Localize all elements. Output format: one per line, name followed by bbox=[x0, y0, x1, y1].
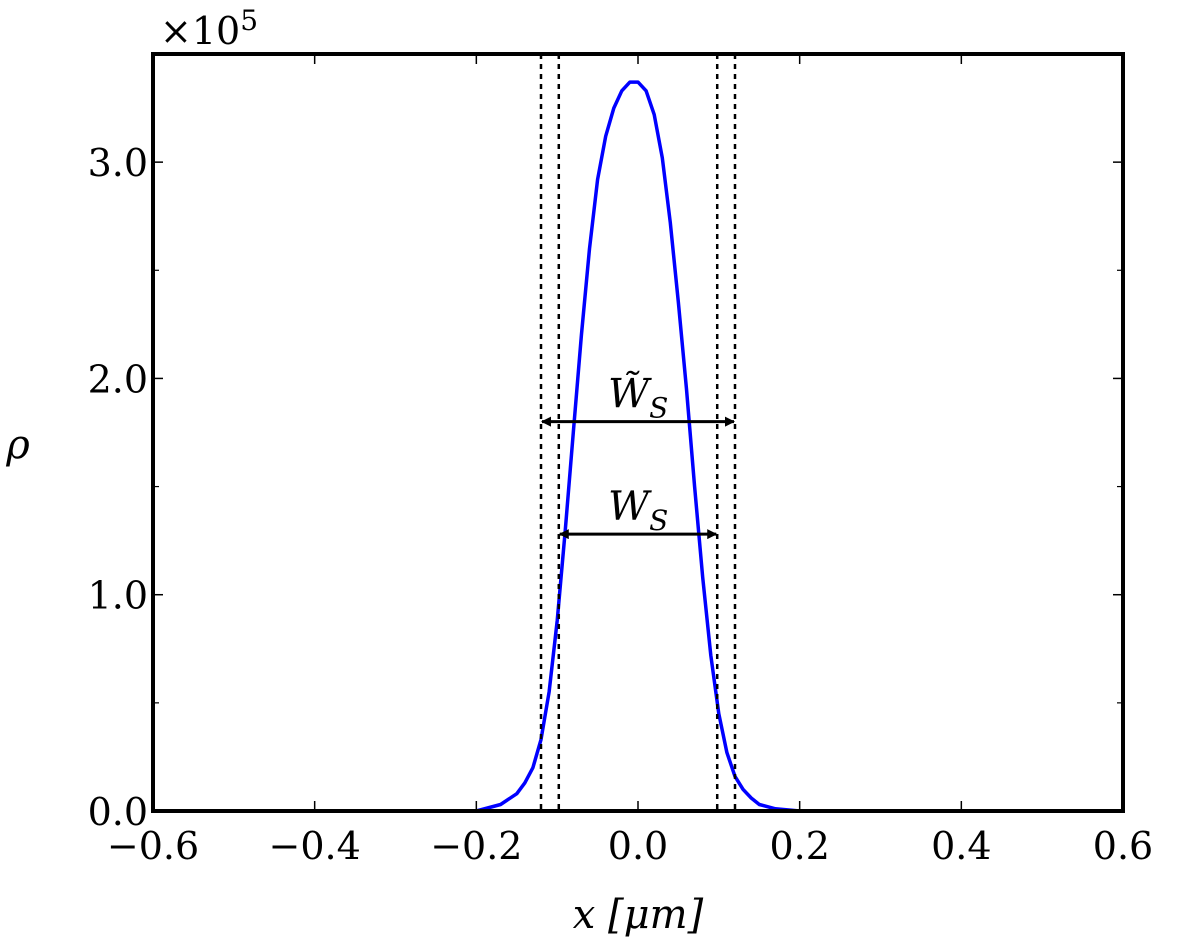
y-tick-label: 2.0 bbox=[88, 357, 148, 401]
y-tick-label: 1.0 bbox=[88, 574, 148, 618]
y-tick-label: 3.0 bbox=[88, 141, 148, 185]
annotation-subscript-0: S bbox=[649, 392, 668, 425]
x-tick-label: 0.6 bbox=[1093, 824, 1153, 868]
x-tick-label: 0.2 bbox=[769, 824, 829, 868]
annotation-label-1: WS bbox=[608, 484, 668, 537]
series-line-0 bbox=[475, 80, 800, 813]
plot-frame bbox=[151, 52, 1125, 813]
y-multiplier: ×105 bbox=[160, 4, 258, 53]
x-tick-label: 0.4 bbox=[931, 824, 991, 868]
x-tick-label: −0.6 bbox=[107, 824, 199, 868]
x-tick-label: 0.0 bbox=[608, 824, 668, 868]
y-multiplier-exponent: 5 bbox=[240, 4, 258, 37]
annotation-subscript-1: S bbox=[649, 504, 668, 537]
x-tick-label: −0.4 bbox=[269, 824, 361, 868]
y-tick-label: 0.0 bbox=[88, 790, 148, 834]
x-tick-label: −0.2 bbox=[430, 824, 522, 868]
x-axis-label: x [μm] bbox=[573, 892, 704, 938]
annotation-label-0: W̃S bbox=[608, 370, 668, 424]
y-axis-label: ρ bbox=[5, 422, 30, 468]
